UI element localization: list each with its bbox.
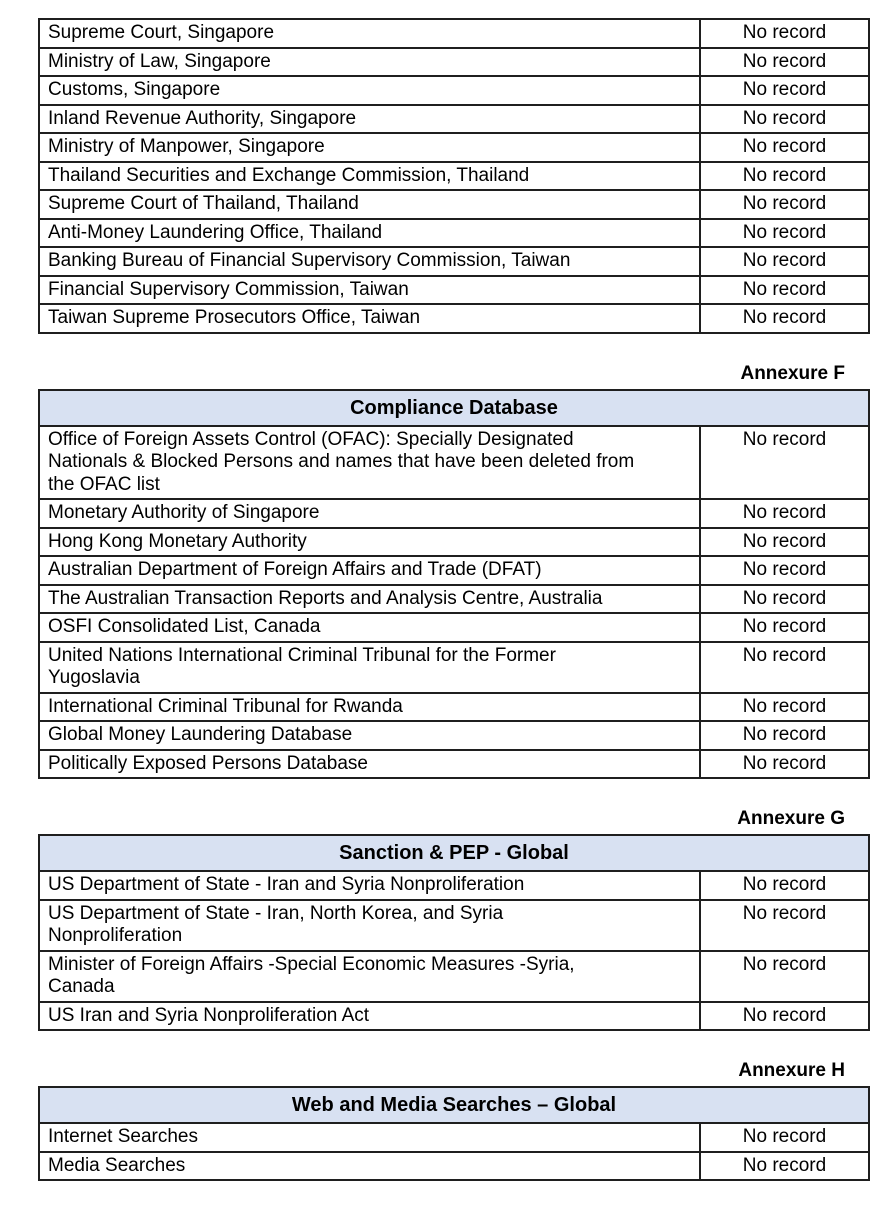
result-cell: No record (698, 898, 871, 952)
annexure-f-label: Annexure F (740, 362, 845, 384)
table-row: Minister of Foreign Affairs -Special Eco… (38, 949, 871, 1003)
database-name-cell: US Iran and Syria Nonproliferation Act (38, 1000, 701, 1031)
table-row: US Department of State - Iran, North Kor… (38, 898, 871, 952)
database-name-cell: Customs, Singapore (38, 75, 701, 106)
database-name-cell: Thailand Securities and Exchange Commiss… (38, 160, 701, 191)
table-row: Taiwan Supreme Prosecutors Office, Taiwa… (38, 303, 870, 334)
table-row: Thailand Securities and Exchange Commiss… (38, 160, 870, 191)
database-name-cell: International Criminal Tribunal for Rwan… (38, 691, 701, 722)
table-row: Global Money Laundering Database No recor… (38, 720, 871, 751)
table-row: Financial Supervisory Commission, Taiwan… (38, 274, 870, 305)
table-row: Inland Revenue Authority, Singapore No re… (38, 103, 870, 134)
database-name-cell: Anti-Money Laundering Office, Thailand (38, 217, 701, 248)
table-row: Politically Exposed Persons Database No r… (38, 748, 871, 779)
database-name-cell: Supreme Court, Singapore (38, 18, 701, 49)
result-cell: No record (699, 75, 870, 106)
table-row: Supreme Court of Thailand, Thailand No re… (38, 189, 870, 220)
table-row: The Australian Transaction Reports and A… (38, 583, 871, 614)
database-name-cell: US Department of State - Iran and Syria … (38, 870, 701, 901)
result-cell: No record (698, 583, 871, 614)
database-name-cell: Taiwan Supreme Prosecutors Office, Taiwa… (38, 303, 701, 334)
result-cell: No record (698, 949, 871, 1003)
result-cell: No record (698, 498, 871, 529)
database-name-cell: Ministry of Manpower, Singapore (38, 132, 701, 163)
table-row: Ministry of Manpower, Singapore No record (38, 132, 870, 163)
database-name-cell: US Department of State - Iran, North Kor… (38, 898, 701, 952)
result-cell: No record (699, 274, 870, 305)
database-name-cell: Internet Searches (38, 1122, 701, 1153)
web-media-searches-title: Web and Media Searches – Global (38, 1086, 870, 1124)
table-row: Anti-Money Laundering Office, Thailand No… (38, 217, 870, 248)
table-row: Media Searches No record (38, 1150, 870, 1181)
table-row: OSFI Consolidated List, Canada No record (38, 612, 871, 643)
table-row: US Department of State - Iran and Syria … (38, 870, 871, 901)
database-name-cell: OSFI Consolidated List, Canada (38, 612, 701, 643)
result-cell: No record (699, 46, 870, 77)
result-cell: No record (698, 748, 871, 779)
compliance-database-table: Compliance Database Office of Foreign As… (37, 388, 871, 780)
result-cell: No record (699, 189, 870, 220)
database-name-cell: United Nations International Criminal Tr… (38, 640, 701, 694)
table-row: Australian Department of Foreign Affairs… (38, 555, 871, 586)
result-cell: No record (699, 132, 870, 163)
sanction-pep-global-title: Sanction & PEP - Global (37, 834, 871, 872)
table-row: Customs, Singapore No record (38, 75, 870, 106)
result-cell: No record (698, 424, 871, 500)
database-name-cell: Australian Department of Foreign Affairs… (38, 555, 701, 586)
table-row: Office of Foreign Assets Control (OFAC):… (38, 424, 871, 500)
result-cell: No record (698, 870, 871, 901)
result-cell: No record (698, 1000, 871, 1031)
result-cell: No record (699, 160, 870, 191)
table-title-row: Compliance Database (37, 388, 871, 427)
result-cell: No record (699, 103, 870, 134)
database-name-cell: Minister of Foreign Affairs -Special Eco… (38, 949, 701, 1003)
table-row: Hong Kong Monetary Authority No record (38, 526, 871, 557)
annexure-h-label: Annexure H (738, 1060, 845, 1081)
database-name-cell: Supreme Court of Thailand, Thailand (38, 189, 701, 220)
result-cell: No record (699, 217, 870, 248)
table-title-row: Sanction & PEP - Global (37, 834, 871, 872)
database-name-cell: Global Money Laundering Database (38, 720, 701, 751)
sanction-pep-global-table: Sanction & PEP - Global US Department of… (37, 834, 871, 1031)
database-name-cell: Ministry of Law, Singapore (38, 46, 701, 77)
result-cell: No record (698, 691, 871, 722)
table-row: Monetary Authority of Singapore No record (38, 498, 871, 529)
result-cell: No record (698, 640, 871, 694)
result-cell: No record (698, 612, 871, 643)
database-name-cell: The Australian Transaction Reports and A… (38, 583, 701, 614)
result-cell: No record (698, 720, 871, 751)
result-cell: No record (699, 1150, 870, 1181)
web-media-searches-table: Web and Media Searches – Global Internet… (38, 1086, 870, 1181)
table-title-row: Web and Media Searches – Global (38, 1086, 870, 1124)
table-row: International Criminal Tribunal for Rwan… (38, 691, 871, 722)
result-cell: No record (699, 246, 870, 277)
table-row: Internet Searches No record (38, 1122, 870, 1153)
jurisdiction-records-table-body: Supreme Court, Singapore No record Ministr… (38, 18, 870, 334)
database-name-cell: Financial Supervisory Commission, Taiwan (38, 274, 701, 305)
table-row: Supreme Court, Singapore No record (38, 18, 870, 49)
annexure-g-label: Annexure G (737, 808, 845, 829)
database-name-cell: Inland Revenue Authority, Singapore (38, 103, 701, 134)
result-cell: No record (698, 526, 871, 557)
table-row: United Nations International Criminal Tr… (38, 640, 871, 694)
database-name-cell: Media Searches (38, 1150, 701, 1181)
database-name-cell: Office of Foreign Assets Control (OFAC):… (38, 424, 701, 500)
table-row: Banking Bureau of Financial Supervisory … (38, 246, 870, 277)
table-row: US Iran and Syria Nonproliferation Act No… (38, 1000, 871, 1031)
database-name-cell: Banking Bureau of Financial Supervisory … (38, 246, 701, 277)
result-cell: No record (699, 303, 870, 334)
result-cell: No record (699, 1122, 870, 1153)
database-name-cell: Hong Kong Monetary Authority (38, 526, 701, 557)
table-row: Ministry of Law, Singapore No record (38, 46, 870, 77)
sanction-pep-global-table-body: US Department of State - Iran and Syria … (38, 870, 871, 1031)
result-cell: No record (698, 555, 871, 586)
web-media-searches-table-body: Internet Searches No record Media Searches… (38, 1122, 870, 1181)
compliance-database-title: Compliance Database (37, 388, 871, 427)
database-name-cell: Monetary Authority of Singapore (38, 498, 701, 529)
database-name-cell: Politically Exposed Persons Database (38, 748, 701, 779)
jurisdiction-records-table: Supreme Court, Singapore No record Ministr… (38, 18, 870, 334)
result-cell: No record (699, 18, 870, 49)
compliance-database-table-body: Office of Foreign Assets Control (OFAC):… (38, 424, 871, 779)
